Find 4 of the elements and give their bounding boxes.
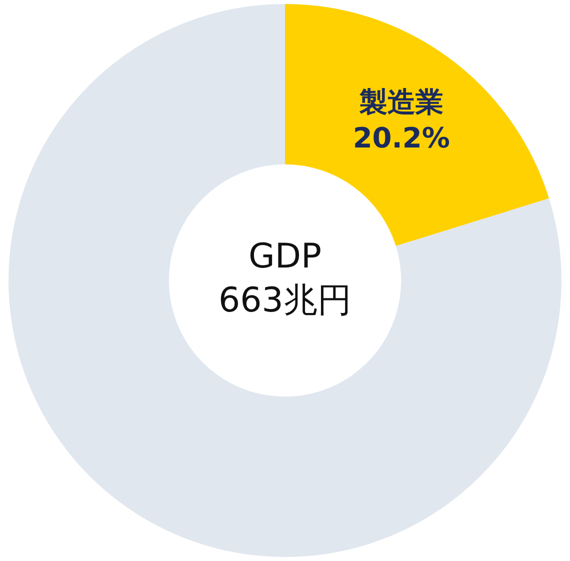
text: 663兆円 — [218, 280, 352, 320]
data-label: 20.2% — [352, 122, 450, 155]
text: GDP — [248, 236, 322, 276]
slice-label: 製造業 — [358, 86, 444, 119]
